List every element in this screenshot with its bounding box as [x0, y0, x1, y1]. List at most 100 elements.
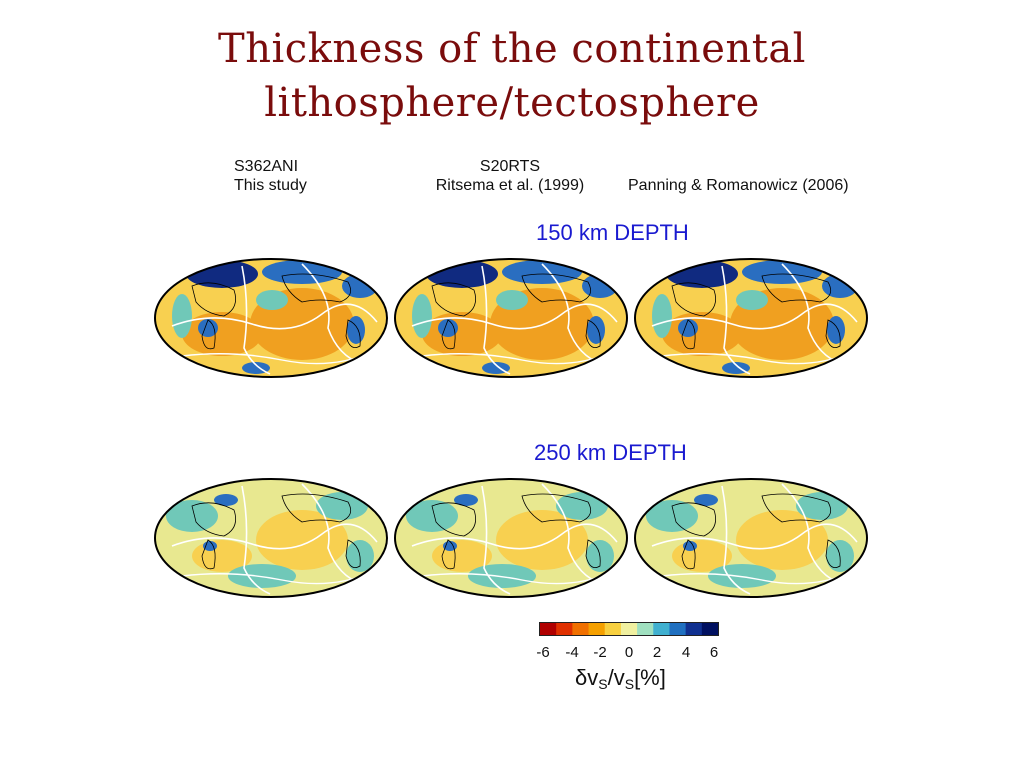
fast-anomaly — [736, 290, 768, 310]
coastline — [681, 539, 696, 570]
plate-boundary — [541, 483, 603, 585]
plate-boundary — [421, 571, 613, 585]
map-s20rts-150km — [394, 258, 628, 378]
plate-boundary — [721, 265, 751, 375]
title-line-2: lithosphere/tectosphere — [264, 80, 760, 126]
plate-boundary — [651, 523, 858, 550]
slide-title: Thickness of the continental lithosphere… — [0, 22, 1024, 130]
plate-boundary — [411, 523, 618, 550]
colorbar-frame — [539, 622, 719, 636]
coastline — [345, 539, 361, 569]
plate-boundary — [301, 263, 363, 365]
colorbar-swatch — [620, 623, 638, 635]
plate-boundary — [481, 265, 511, 375]
colorbar-swatch — [685, 623, 703, 635]
coastline — [281, 273, 352, 303]
colorbar-swatch — [637, 623, 654, 635]
map-s362ani-150km — [154, 258, 388, 378]
coastline — [521, 273, 592, 303]
coastline — [761, 273, 832, 303]
map-panning-150km — [634, 258, 868, 378]
coastline — [431, 282, 477, 317]
plate-boundary — [241, 265, 271, 375]
map-outline — [394, 478, 628, 598]
model-label-s362ani: S362ANI This study — [234, 157, 307, 195]
colorbar-swatch — [653, 623, 670, 635]
coastline — [825, 319, 841, 349]
fast-anomaly — [646, 500, 698, 532]
model-reference: Panning & Romanowicz (2006) — [628, 177, 849, 194]
fast-anomaly — [827, 316, 845, 344]
map-s20rts-250km — [394, 478, 628, 598]
fast-anomaly — [587, 316, 605, 344]
fast-anomaly — [443, 541, 457, 551]
coastline — [201, 539, 216, 570]
model-name: S362ANI — [234, 158, 299, 175]
coastline — [671, 502, 717, 537]
fast-anomaly — [582, 274, 618, 298]
model-reference: Ritsema et al. (1999) — [435, 177, 585, 194]
map-outline — [394, 258, 628, 378]
colorbar-tick: -2 — [593, 644, 607, 661]
coastline — [825, 539, 841, 569]
colorbar-tick: 0 — [624, 644, 634, 661]
coastline — [345, 319, 361, 349]
fast-anomaly — [203, 541, 217, 551]
fast-anomaly — [347, 316, 365, 344]
fast-anomaly — [496, 290, 528, 310]
coastline — [521, 493, 592, 523]
model-reference: This study — [234, 177, 307, 194]
fast-anomaly — [406, 500, 458, 532]
depth-label-150: 150 km DEPTH — [536, 220, 689, 245]
coastline — [191, 502, 237, 537]
colorbar-swatch — [604, 623, 622, 635]
model-name — [628, 157, 849, 176]
slow-anomaly — [736, 510, 828, 570]
fast-anomaly — [822, 274, 858, 298]
fast-anomaly — [556, 492, 608, 520]
map-outline — [154, 478, 388, 598]
plate-boundary — [661, 351, 853, 365]
fast-anomaly — [262, 260, 342, 284]
plate-boundary — [181, 571, 373, 585]
coastline — [585, 539, 601, 569]
colorbar-tick: 6 — [709, 644, 719, 661]
map-outline — [634, 478, 868, 598]
colorbar-swatch — [588, 623, 606, 635]
coastline — [191, 282, 237, 317]
fast-anomaly — [412, 294, 432, 338]
slow-anomaly — [496, 510, 588, 570]
coastline — [441, 319, 456, 350]
colorbar-swatch — [572, 623, 590, 635]
map-outline — [154, 258, 388, 378]
coastline — [431, 502, 477, 537]
colorbar-swatch — [540, 623, 557, 635]
colorbar-swatch — [556, 623, 573, 635]
model-label-s20rts: S20RTS Ritsema et al. (1999) — [430, 157, 590, 195]
coastline — [761, 493, 832, 523]
coastline — [671, 282, 717, 317]
fast-anomaly — [256, 290, 288, 310]
map-s362ani-250km — [154, 478, 388, 598]
fast-anomaly — [796, 492, 848, 520]
colorbar-swatch — [701, 623, 719, 635]
fast-anomaly — [683, 541, 697, 551]
colorbar — [539, 622, 719, 636]
fast-anomaly — [454, 494, 478, 506]
fast-anomaly — [214, 494, 238, 506]
coastline — [681, 319, 696, 350]
fast-anomaly — [342, 274, 378, 298]
plate-boundary — [781, 263, 843, 365]
fast-anomaly — [166, 500, 218, 532]
plate-boundary — [721, 485, 751, 595]
plate-boundary — [181, 351, 373, 365]
slow-anomaly — [256, 510, 348, 570]
map-panning-250km — [634, 478, 868, 598]
colorbar-label: δvS/vS[%] — [575, 665, 666, 692]
colorbar-tick: -4 — [565, 644, 579, 661]
fast-anomaly — [652, 294, 672, 338]
title-line-1: Thickness of the continental — [218, 26, 806, 72]
coastline — [281, 493, 352, 523]
model-label-panning: Panning & Romanowicz (2006) — [628, 157, 849, 195]
plate-boundary — [651, 303, 858, 330]
